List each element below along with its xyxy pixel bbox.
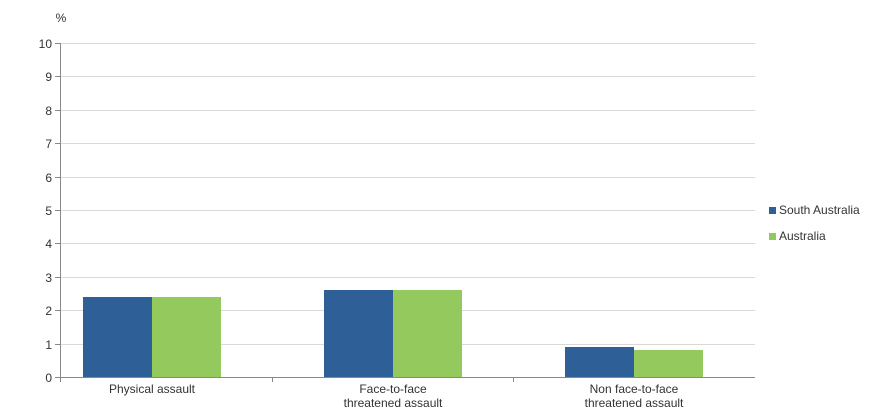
y-axis-tick	[55, 76, 60, 77]
x-axis-line	[57, 377, 755, 378]
bar-south-australia	[83, 297, 152, 377]
y-axis-unit-label: %	[55, 11, 67, 25]
legend-marker-australia	[769, 232, 776, 240]
gridline	[60, 76, 755, 77]
legend-marker-south-australia	[769, 206, 776, 214]
category-label: Physical assault	[108, 382, 196, 396]
gridline	[60, 243, 755, 244]
y-axis-tick	[55, 43, 60, 44]
gridline	[60, 43, 755, 44]
y-axis-tick	[55, 344, 60, 345]
y-tick-label: 1	[45, 338, 52, 352]
bar-south-australia	[565, 347, 634, 377]
y-tick-label: 8	[45, 104, 52, 118]
gridline	[60, 143, 755, 144]
y-axis-tick	[55, 110, 60, 111]
y-tick-label: 9	[45, 70, 52, 84]
y-tick-label: 2	[45, 304, 52, 318]
bar-australia	[634, 350, 703, 377]
y-axis-tick	[55, 143, 60, 144]
legend-label-south-australia: South Australia	[779, 203, 860, 217]
y-tick-label: 7	[45, 137, 52, 151]
legend-item-australia: Australia	[769, 229, 860, 243]
y-tick-label: 10	[38, 37, 52, 51]
bar-australia	[393, 290, 462, 377]
legend-label-australia: Australia	[779, 229, 826, 243]
gridline	[60, 277, 755, 278]
y-axis-tick	[55, 210, 60, 211]
y-tick-label: 6	[45, 171, 52, 185]
y-axis-tick	[55, 277, 60, 278]
y-axis-tick	[55, 177, 60, 178]
x-axis-divider-tick	[272, 377, 273, 382]
y-axis-line	[60, 43, 61, 382]
bar-australia	[152, 297, 221, 377]
legend: South Australia Australia	[769, 203, 860, 255]
gridline	[60, 177, 755, 178]
y-tick-label: 5	[45, 204, 52, 218]
y-tick-label: 0	[45, 371, 52, 385]
legend-item-south-australia: South Australia	[769, 203, 860, 217]
x-axis-divider-tick	[513, 377, 514, 382]
gridline	[60, 210, 755, 211]
category-label: Non face-to-face threatened assault	[584, 382, 684, 410]
bar-south-australia	[324, 290, 393, 377]
y-tick-label: 4	[45, 237, 52, 251]
y-axis-tick	[55, 310, 60, 311]
y-tick-label: 3	[45, 271, 52, 285]
category-label: Face-to-face threatened assault	[343, 382, 443, 410]
gridline	[60, 110, 755, 111]
y-axis-tick	[55, 243, 60, 244]
